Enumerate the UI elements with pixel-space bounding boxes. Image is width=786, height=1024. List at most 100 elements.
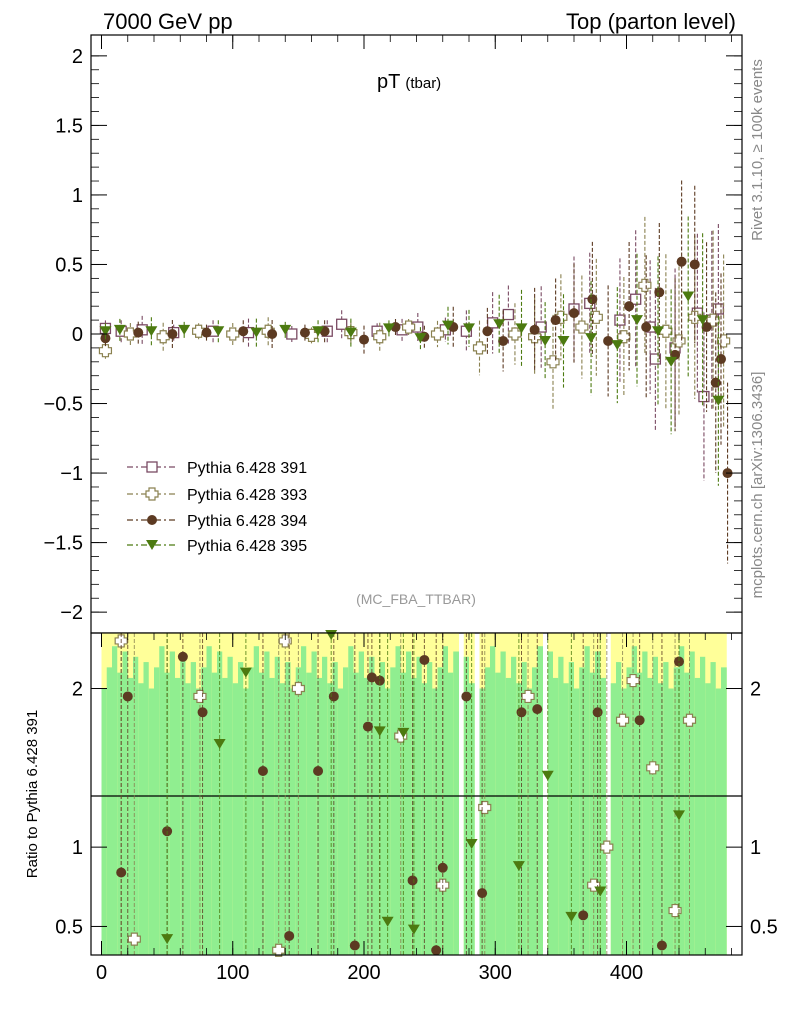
main-marker-395	[682, 291, 695, 302]
legend-label-394: Pythia 6.428 394	[187, 513, 307, 530]
main-marker-395	[442, 320, 454, 331]
ratio-marker-394	[532, 704, 543, 715]
ratio-band-green	[253, 646, 260, 955]
ratio-marker-394	[177, 651, 188, 662]
main-marker-393	[156, 330, 170, 344]
ratio-band-green	[616, 662, 622, 955]
main-marker-394	[641, 322, 652, 333]
ratio-marker-394	[349, 940, 360, 951]
main-marker-393	[546, 355, 560, 369]
ratio-band-green	[133, 656, 139, 955]
ratio-band-green	[190, 662, 197, 955]
ratio-marker-394	[578, 910, 589, 921]
ratio-band-green	[668, 688, 675, 955]
ratio-marker-395	[541, 770, 554, 781]
ratio-band-green	[185, 683, 192, 955]
main-marker-391	[649, 353, 662, 365]
ratio-y-tick-label-right: 1	[750, 837, 761, 859]
ratio-marker-394	[656, 940, 667, 951]
main-marker-395	[113, 324, 126, 335]
ratio-band-green	[710, 662, 717, 955]
ratio-marker-395	[239, 667, 252, 678]
main-marker-395	[414, 333, 427, 344]
ratio-band-green	[432, 688, 438, 955]
ratio-marker-394	[257, 766, 268, 776]
ratio-band-green	[274, 656, 281, 955]
main-marker-395	[382, 323, 395, 334]
legend-label-391: Pythia 6.428 391	[187, 460, 307, 477]
ratio-band-green	[652, 656, 659, 955]
ratio-band-green	[232, 683, 239, 955]
main-marker-395	[463, 323, 475, 334]
main-y-tick-label: −2	[60, 602, 83, 624]
ratio-y-tick-label-right: 2	[750, 679, 761, 701]
ratio-band-green	[211, 672, 218, 955]
main-marker-394	[238, 326, 249, 337]
ratio-marker-395	[213, 739, 226, 750]
main-marker-391	[614, 314, 626, 326]
ratio-band-green	[112, 646, 118, 955]
ratio-band-green	[138, 683, 144, 955]
main-marker-394	[529, 324, 540, 335]
ratio-band-green	[101, 688, 108, 955]
ratio-band-green	[621, 688, 627, 955]
legend-item-395: Pythia 6.428 395	[127, 538, 307, 555]
ratio-band-green	[369, 656, 375, 955]
legend: Pythia 6.428 391 Pythia 6.428 393 Pythia…	[127, 460, 307, 555]
main-marker-395	[652, 326, 664, 337]
ratio-band-green	[658, 683, 664, 955]
main-marker-394	[498, 335, 509, 346]
ratio-band-green	[526, 688, 533, 955]
x-tick-label: 0	[96, 962, 107, 984]
ratio-x-ticks: 0 100 200 300 400	[96, 35, 732, 984]
main-marker-394	[550, 315, 561, 326]
ratio-band-green	[547, 651, 554, 955]
ratio-band-green	[227, 656, 234, 955]
analysis-label: (MC_FBA_TTBAR)	[356, 591, 476, 607]
ratio-y-label: Ratio to Pythia 6.428 391	[24, 710, 41, 878]
ratio-band-green	[448, 672, 454, 955]
main-marker-394	[359, 334, 369, 345]
ratio-band-green	[222, 677, 228, 955]
main-marker-394	[710, 377, 721, 388]
legend-item-394: Pythia 6.428 394	[127, 513, 307, 530]
ratio-marker-393	[272, 943, 286, 957]
main-marker-395	[279, 324, 292, 335]
main-marker-393	[430, 327, 445, 341]
ratio-band-green	[563, 683, 570, 955]
main-marker-394	[299, 327, 310, 338]
rivet-label: Rivet 3.1.10, ≥ 100k events	[749, 59, 766, 241]
main-marker-393	[373, 330, 387, 344]
ratio-marker-393	[682, 713, 697, 727]
main-marker-395	[611, 340, 624, 351]
main-marker-394	[267, 329, 278, 339]
x-tick-label: 100	[216, 962, 249, 984]
ratio-marker-394	[328, 691, 339, 702]
ratio-band-green	[196, 688, 202, 955]
ratio-band-green	[437, 667, 444, 955]
ratio-band-green	[553, 677, 559, 955]
ratio-y-tick-label: 2	[72, 679, 83, 701]
legend-marker-395	[146, 540, 158, 550]
ratio-marker-395	[673, 810, 685, 821]
main-marker-394	[654, 287, 665, 298]
main-y-tick-label: −1.5	[44, 533, 83, 555]
main-marker-395	[493, 319, 506, 330]
ratio-band-green	[290, 688, 297, 955]
main-marker-391	[698, 390, 710, 403]
ratio-band-green	[574, 688, 580, 955]
ratio-marker-395	[465, 838, 478, 849]
main-marker-394	[201, 327, 212, 338]
ratio-uncertainty-bands	[101, 633, 727, 955]
ratio-y-tick-label: 0.5	[55, 916, 83, 938]
ratio-band-green	[642, 651, 648, 955]
ratio-marker-394	[634, 715, 645, 726]
ratio-band-green	[406, 651, 412, 955]
main-marker-395	[631, 315, 643, 326]
ratio-marker-395	[373, 726, 386, 737]
x-tick-label: 200	[347, 962, 380, 984]
main-marker-395	[312, 326, 325, 337]
ratio-band-green	[248, 667, 255, 955]
main-marker-391	[502, 308, 515, 321]
ratio-marker-394	[284, 930, 295, 941]
